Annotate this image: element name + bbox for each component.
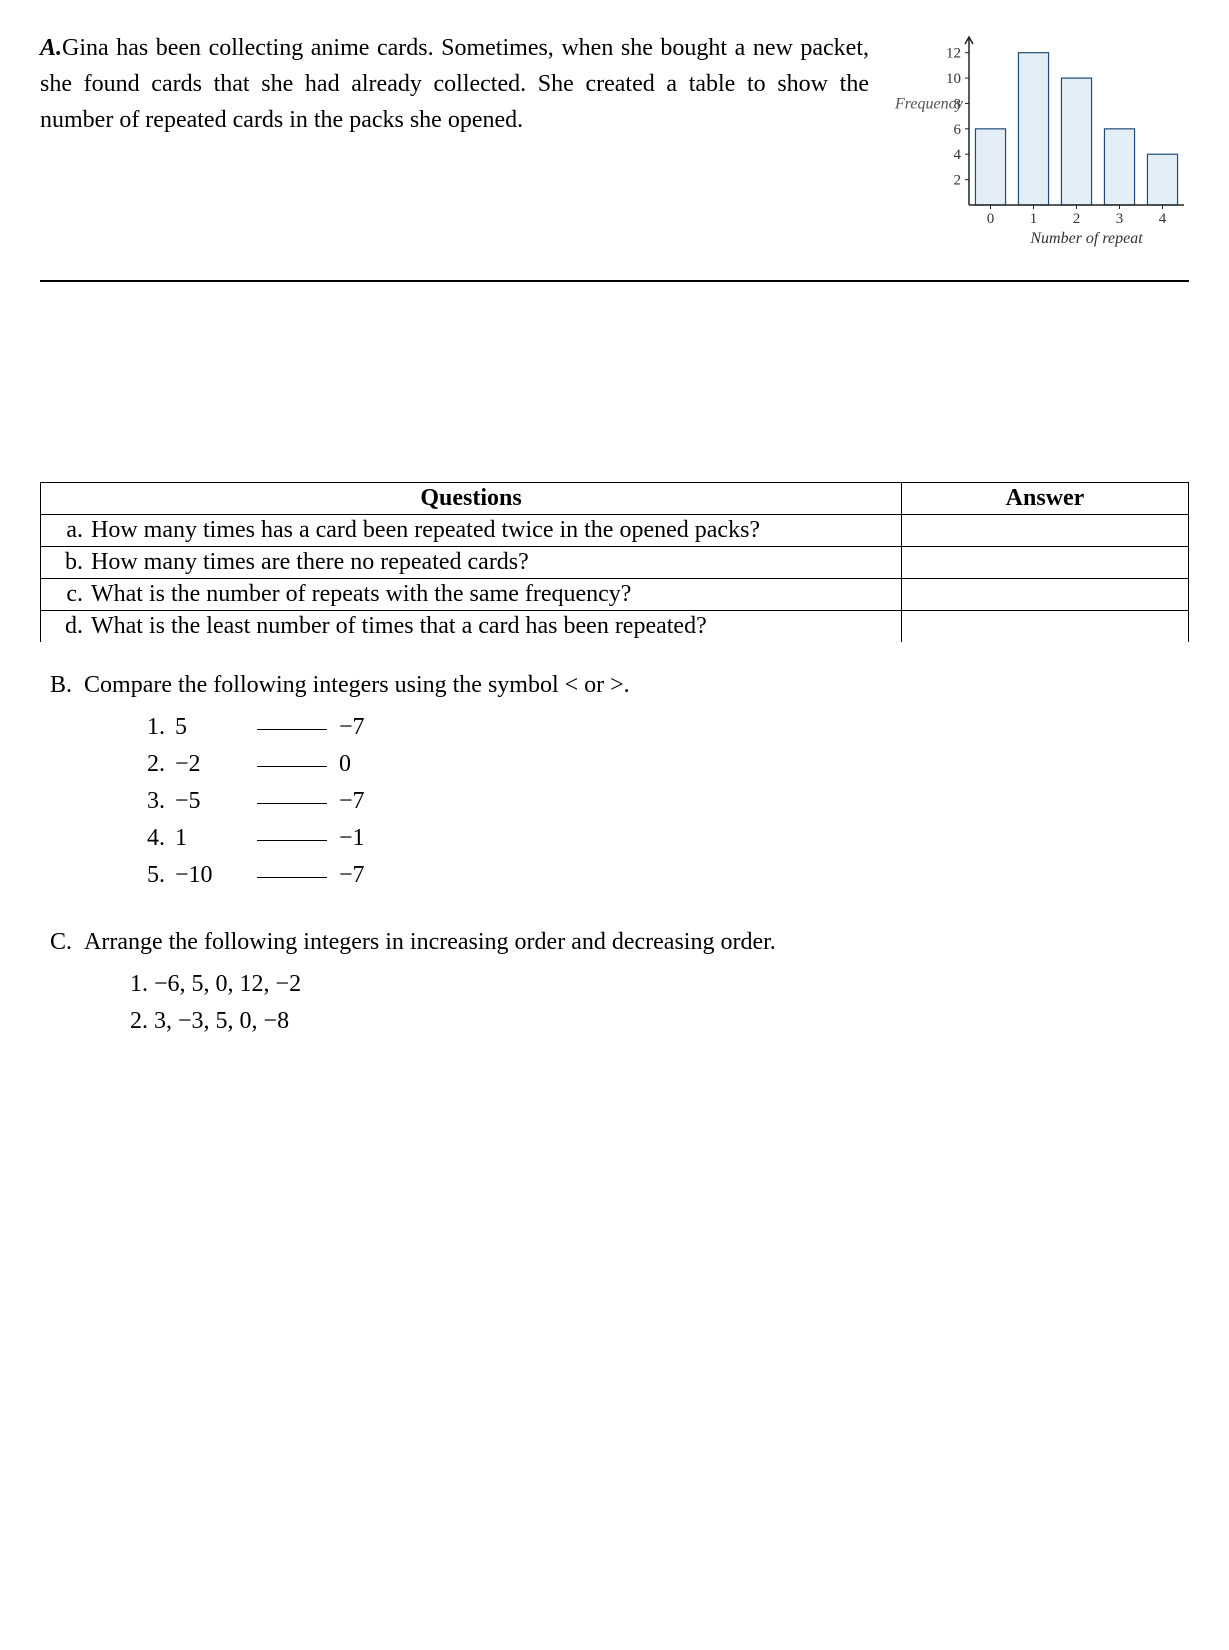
- compare-item: 2.−2 0: [130, 751, 1189, 778]
- question-text: How many times has a card been repeated …: [91, 517, 891, 544]
- frequency-chart: 24681012Frequency01234Number of repeat: [889, 30, 1189, 250]
- svg-text:3: 3: [1116, 211, 1124, 227]
- item-number: 4.: [130, 825, 175, 852]
- question-letter: b.: [51, 549, 91, 576]
- section-c-prompt: Arrange the following integers in increa…: [84, 929, 776, 955]
- answer-cell[interactable]: [902, 515, 1189, 547]
- bar: [1061, 78, 1091, 205]
- section-a-label: A.: [40, 35, 62, 61]
- section-c-label: C.: [50, 929, 72, 955]
- bar-chart-svg: 24681012Frequency01234Number of repeat: [889, 30, 1189, 250]
- compare-item: 4.1 −1: [130, 825, 1189, 852]
- item-number: 2.: [130, 751, 175, 778]
- section-b: B. Compare the following integers using …: [40, 672, 1189, 889]
- compare-item: 5.−10 −7: [130, 862, 1189, 889]
- bar: [1147, 154, 1177, 205]
- left-integer: −2: [175, 751, 245, 778]
- left-integer: 5: [175, 714, 245, 741]
- item-number: 3.: [130, 788, 175, 815]
- answer-blank[interactable]: [257, 877, 327, 878]
- question-letter: d.: [51, 613, 91, 640]
- svg-text:Frequency: Frequency: [894, 95, 964, 112]
- answer-blank[interactable]: [257, 803, 327, 804]
- bar: [975, 129, 1005, 205]
- svg-text:0: 0: [987, 211, 995, 227]
- answer-header: Answer: [902, 483, 1189, 515]
- svg-text:2: 2: [954, 173, 962, 189]
- section-c-list: 1. −6, 5, 0, 12, −2 2. 3, −3, 5, 0, −8: [50, 971, 1189, 1035]
- section-c: C. Arrange the following integers in inc…: [40, 929, 1189, 1035]
- svg-text:2: 2: [1073, 211, 1081, 227]
- svg-text:6: 6: [954, 122, 962, 138]
- question-letter: a.: [51, 517, 91, 544]
- left-integer: 1: [175, 825, 245, 852]
- left-integer: −10: [175, 862, 245, 889]
- question-text: What is the number of repeats with the s…: [91, 581, 891, 608]
- right-integer: −7: [339, 714, 399, 741]
- svg-text:10: 10: [946, 71, 961, 87]
- questions-table: Questions Answer a.How many times has a …: [40, 482, 1189, 642]
- left-integer: −5: [175, 788, 245, 815]
- question-letter: c.: [51, 581, 91, 608]
- arrange-item: 2. 3, −3, 5, 0, −8: [50, 1008, 1189, 1035]
- bar: [1104, 129, 1134, 205]
- answer-cell[interactable]: [902, 611, 1189, 643]
- right-integer: −7: [339, 862, 399, 889]
- answer-blank[interactable]: [257, 729, 327, 730]
- question-cell: c.What is the number of repeats with the…: [41, 579, 902, 611]
- compare-item: 1.5 −7: [130, 714, 1189, 741]
- bar: [1018, 53, 1048, 205]
- item-number: 1.: [130, 714, 175, 741]
- svg-text:1: 1: [1030, 211, 1038, 227]
- item-number: 5.: [130, 862, 175, 889]
- section-a: A.Gina has been collecting anime cards. …: [40, 30, 1189, 250]
- answer-blank[interactable]: [257, 766, 327, 767]
- svg-text:4: 4: [1159, 211, 1167, 227]
- section-b-label: B.: [50, 672, 72, 698]
- question-cell: a.How many times has a card been repeate…: [41, 515, 902, 547]
- section-a-text-block: A.Gina has been collecting anime cards. …: [40, 30, 869, 138]
- right-integer: 0: [339, 751, 399, 778]
- svg-text:Number of repeat: Number of repeat: [1029, 230, 1143, 247]
- answer-cell[interactable]: [902, 547, 1189, 579]
- section-b-prompt: Compare the following integers using the…: [84, 672, 630, 698]
- right-integer: −7: [339, 788, 399, 815]
- answer-blank[interactable]: [257, 840, 327, 841]
- svg-text:4: 4: [954, 147, 962, 163]
- questions-header: Questions: [41, 483, 902, 515]
- question-cell: d.What is the least number of times that…: [41, 611, 902, 643]
- question-text: What is the least number of times that a…: [91, 613, 891, 640]
- compare-item: 3.−5 −7: [130, 788, 1189, 815]
- question-cell: b.How many times are there no repeated c…: [41, 547, 902, 579]
- section-b-list: 1.5 −7 2.−2 0 3.−5 −7 4.1 −1 5.−10 −7: [130, 714, 1189, 889]
- svg-text:12: 12: [946, 46, 961, 62]
- right-integer: −1: [339, 825, 399, 852]
- arrange-item: 1. −6, 5, 0, 12, −2: [50, 971, 1189, 998]
- section-a-body: Gina has been collecting anime cards. So…: [40, 35, 869, 133]
- answer-cell[interactable]: [902, 579, 1189, 611]
- question-text: How many times are there no repeated car…: [91, 549, 891, 576]
